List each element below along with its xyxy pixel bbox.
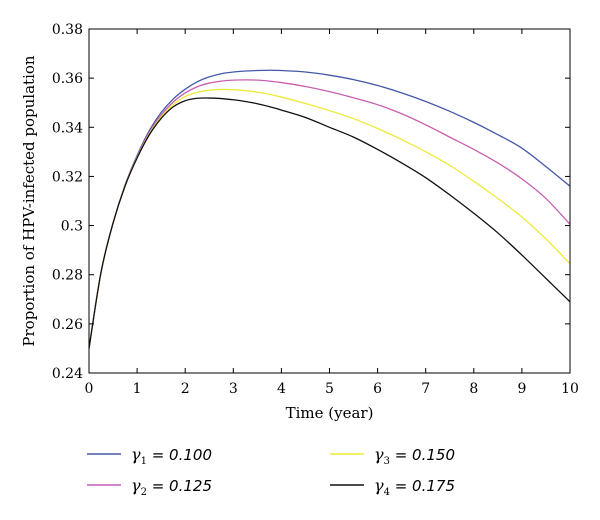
series-layer [89, 69, 570, 349]
x-tick-label: 9 [517, 381, 526, 397]
legend-label: γ1 = 0.100 [131, 445, 212, 467]
x-axis-label: Time (year) [286, 404, 374, 422]
y-tick-label: 0.36 [52, 71, 83, 87]
y-tick-label: 0.24 [52, 366, 83, 382]
legend-item-gamma-1: γ1 = 0.100 [87, 445, 212, 467]
x-tick-label: 5 [325, 381, 334, 397]
series-line-gamma-1 [89, 69, 570, 349]
plot-frame [88, 28, 571, 374]
legend: γ1 = 0.100 γ2 = 0.125 γ3 = 0.150 γ4 = 0.175 [87, 445, 455, 498]
series-line-gamma-2 [89, 79, 570, 349]
y-axis: 0.24 0.26 0.28 0.3 0.32 0.34 0.36 0.38 [52, 22, 570, 382]
x-tick-label: 6 [373, 381, 382, 397]
y-tick-label: 0.28 [52, 268, 83, 284]
y-axis-label: Proportion of HPV-infected population [20, 55, 38, 346]
legend-item-gamma-3: γ3 = 0.150 [330, 445, 455, 467]
y-tick-label: 0.32 [52, 169, 83, 185]
x-axis: 0 1 2 3 4 5 6 7 8 9 10 [85, 29, 579, 397]
x-tick-label: 4 [277, 381, 286, 397]
series-line-gamma-4 [89, 97, 570, 349]
x-tick-label: 10 [561, 381, 579, 397]
y-tick-label: 0.38 [52, 22, 83, 38]
x-tick-label: 8 [469, 381, 478, 397]
y-tick-label: 0.26 [52, 317, 83, 333]
legend-label: γ3 = 0.150 [374, 445, 455, 467]
legend-label: γ2 = 0.125 [131, 476, 212, 498]
legend-item-gamma-4: γ4 = 0.175 [330, 476, 455, 498]
y-tick-label: 0.34 [52, 120, 83, 136]
x-tick-label: 1 [133, 381, 142, 397]
x-tick-label: 7 [421, 381, 430, 397]
x-tick-label: 2 [181, 381, 190, 397]
legend-item-gamma-2: γ2 = 0.125 [87, 476, 212, 498]
x-tick-label: 0 [85, 381, 94, 397]
y-tick-label: 0.3 [61, 219, 83, 235]
series-line-gamma-3 [89, 88, 570, 349]
x-tick-label: 3 [229, 381, 238, 397]
legend-label: γ4 = 0.175 [374, 476, 455, 498]
